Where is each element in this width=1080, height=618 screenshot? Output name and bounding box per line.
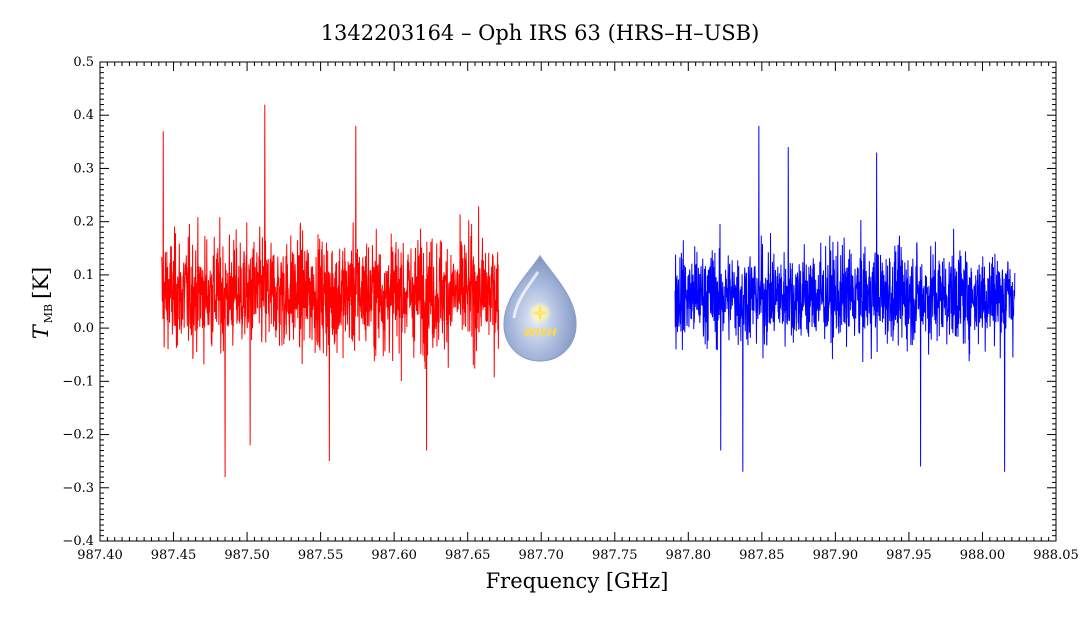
y-axis-label-main: T	[29, 323, 53, 339]
y-axis-label-unit: [K]	[29, 267, 53, 299]
x-tick-label: 987.45	[151, 548, 197, 563]
x-tick-label: 987.40	[77, 548, 123, 563]
y-tick-label: 0.1	[73, 268, 94, 283]
y-axis-label: TMB [K]	[29, 267, 55, 339]
y-tick-label: 0.4	[73, 108, 94, 123]
y-tick-label: −0.3	[62, 481, 94, 496]
y-tick-label: 0.0	[73, 321, 94, 336]
x-tick-label: 987.65	[445, 548, 491, 563]
x-tick-label: 987.55	[298, 548, 344, 563]
series-line-2	[674, 125, 1016, 472]
y-tick-label: −0.1	[62, 374, 94, 389]
x-axis-ticks: 987.40 987.45 987.50 987.55 987.60 987.65 987.…	[77, 62, 1079, 563]
wish-drop-icon: WISH	[503, 254, 577, 362]
series-group	[161, 104, 1016, 478]
x-tick-label: 987.95	[886, 548, 932, 563]
y-tick-label: −0.4	[62, 534, 94, 549]
x-tick-label: 987.80	[666, 548, 712, 563]
y-tick-label: 0.5	[73, 55, 94, 70]
x-tick-label: 988.05	[1033, 548, 1079, 563]
chart-title: 1342203164 – Oph IRS 63 (HRS–H–USB)	[321, 21, 760, 45]
x-tick-label: 987.60	[371, 548, 417, 563]
x-tick-label: 987.50	[224, 548, 270, 563]
x-tick-label: 988.00	[960, 548, 1006, 563]
y-tick-label: −0.2	[62, 428, 94, 443]
series-line-1	[161, 104, 500, 478]
y-axis-ticks: 0.5 0.4 0.3 0.2 0.1 0.0 −0.1 −0.2 −0.3 −0.4	[62, 55, 1056, 549]
wish-logo-text: WISH	[523, 326, 556, 339]
x-axis-label: Frequency [GHz]	[486, 569, 669, 593]
y-tick-label: 0.2	[73, 215, 94, 230]
x-tick-label: 987.90	[813, 548, 859, 563]
x-tick-label: 987.85	[739, 548, 785, 563]
x-tick-label: 987.75	[592, 548, 638, 563]
y-tick-label: 0.3	[73, 161, 94, 176]
y-axis-label-subscript: MB	[42, 304, 55, 323]
x-tick-label: 987.70	[518, 548, 564, 563]
svg-text:TMB[K]: TMB [K]	[29, 267, 55, 339]
